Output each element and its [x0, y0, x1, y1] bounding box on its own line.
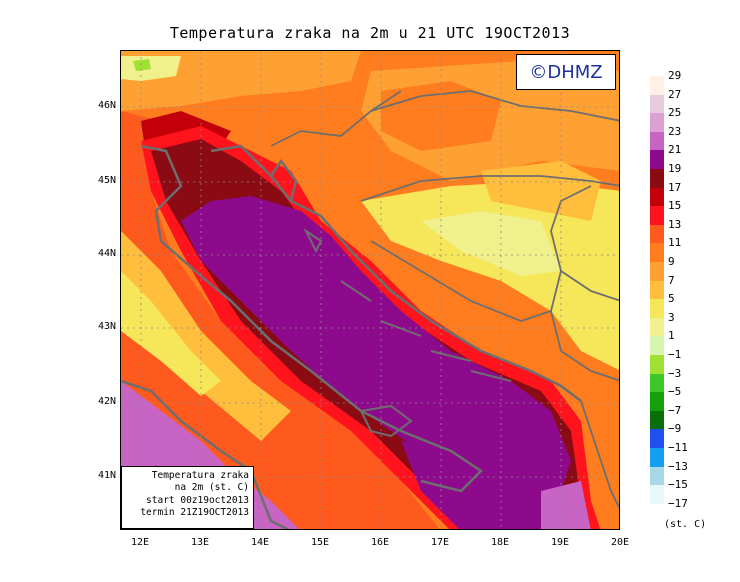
legend-label: −7 [668, 403, 682, 417]
italy-apennine-core [121, 271, 221, 396]
legend-swatch [650, 466, 664, 486]
info-line-3: start 00z19oct2013 [146, 494, 249, 506]
island-chain [340, 280, 512, 382]
legend-label: 25 [668, 106, 682, 120]
legend-swatch [650, 410, 664, 430]
legend-label: 9 [668, 255, 675, 268]
legend-swatch [650, 355, 664, 374]
coastline-tyrrhenian [121, 379, 290, 529]
legend-swatch [650, 299, 664, 318]
legend-swatch [650, 336, 664, 355]
lon-label-13e: 13E [190, 537, 210, 548]
legend-label: −11 [668, 441, 688, 454]
legend-label: −3 [668, 366, 682, 380]
border-serbia [550, 270, 619, 382]
lon-label-14e: 14E [250, 537, 270, 548]
lat-label-43n: 43N [97, 321, 116, 332]
legend-label: 17 [668, 180, 682, 194]
legend-label: 23 [668, 124, 682, 138]
lat-label-45n: 45N [97, 175, 116, 186]
legend-swatch [650, 373, 664, 393]
island-krk [303, 228, 323, 254]
legend-swatch [650, 76, 664, 95]
dinaric-zone [361, 181, 619, 370]
border-albania [580, 400, 619, 510]
legend-swatch [650, 485, 664, 504]
map-title: Temperatura zraka na 2m u 21 UTC 19OCT20… [169, 24, 571, 42]
legend-label: 3 [668, 310, 675, 324]
legend-swatch [650, 150, 664, 169]
gargano-outline [359, 404, 413, 438]
coastline-istria [269, 158, 298, 202]
legend-label: 11 [668, 236, 682, 250]
alps-zone [121, 51, 361, 111]
legend-label: 21 [668, 143, 682, 157]
legend-swatch [650, 280, 664, 300]
info-box: Temperatura zraka na 2m (st. C) start 00… [121, 466, 254, 529]
southern-adriatic [401, 441, 571, 529]
legend-label: 7 [668, 273, 675, 287]
legend-swatch [650, 169, 664, 188]
lon-label-15e: 15E [310, 537, 330, 548]
legend-label: 13 [668, 217, 682, 231]
lat-label-44n: 44N [97, 248, 116, 259]
adriatic-sea [181, 196, 571, 506]
legend-swatch [650, 224, 664, 244]
ionian-sea [541, 481, 591, 529]
lat-label-42n: 42N [97, 396, 116, 407]
lon-label-18e: 18E [490, 537, 510, 548]
legend-label: −15 [668, 478, 688, 492]
lat-label-41n: 41N [97, 470, 116, 481]
graticule [121, 51, 619, 529]
legend-label: 29 [668, 69, 682, 82]
legend-label: −5 [668, 385, 682, 399]
legend-label: 1 [668, 329, 675, 343]
lon-label-17e: 17E [430, 537, 450, 548]
lat-label-46n: 46N [97, 100, 116, 111]
legend-swatch [650, 429, 664, 448]
legend-label: −13 [668, 459, 688, 473]
legend-swatch [650, 262, 664, 281]
legend-swatch [650, 94, 664, 114]
lon-label-20e: 20E [610, 537, 630, 548]
coastline-croatia [210, 144, 582, 402]
border-slovenia [270, 90, 402, 147]
legend-label: −17 [668, 496, 688, 510]
legend-swatch [650, 392, 664, 411]
lon-label-16e: 16E [370, 537, 390, 548]
legend-label: −1 [668, 348, 682, 361]
copyright-badge: ©DHMZ [516, 54, 616, 90]
legend-label: 15 [668, 199, 682, 213]
info-line-2: na 2m (st. C) [174, 482, 249, 494]
info-line-4: termin 21Z19OCT2013 [140, 507, 249, 519]
temperature-map [120, 50, 620, 530]
info-line-1: Temperatura zraka [151, 470, 249, 481]
coastline-italy [140, 144, 483, 493]
legend-label: −9 [668, 422, 682, 436]
legend-swatch [650, 113, 664, 132]
legend-label: 27 [668, 87, 682, 101]
italy-apennine [121, 231, 291, 441]
lon-label-12e: 12E [130, 537, 150, 548]
legend-swatch [650, 131, 664, 151]
border-hungary [370, 90, 619, 122]
dinaric-cold [421, 211, 561, 276]
legend-label: 5 [668, 292, 675, 306]
map-canvas [121, 51, 619, 529]
lon-label-19e: 19E [550, 537, 570, 548]
legend-swatch [650, 206, 664, 225]
legend-swatch [650, 448, 664, 467]
legend-swatch [650, 187, 664, 207]
legend-unit: (st. C) [664, 519, 707, 530]
legend-label: 19 [668, 162, 682, 175]
legend-swatch [650, 317, 664, 337]
alps-green-spot [133, 59, 151, 71]
legend-swatch [650, 243, 664, 262]
